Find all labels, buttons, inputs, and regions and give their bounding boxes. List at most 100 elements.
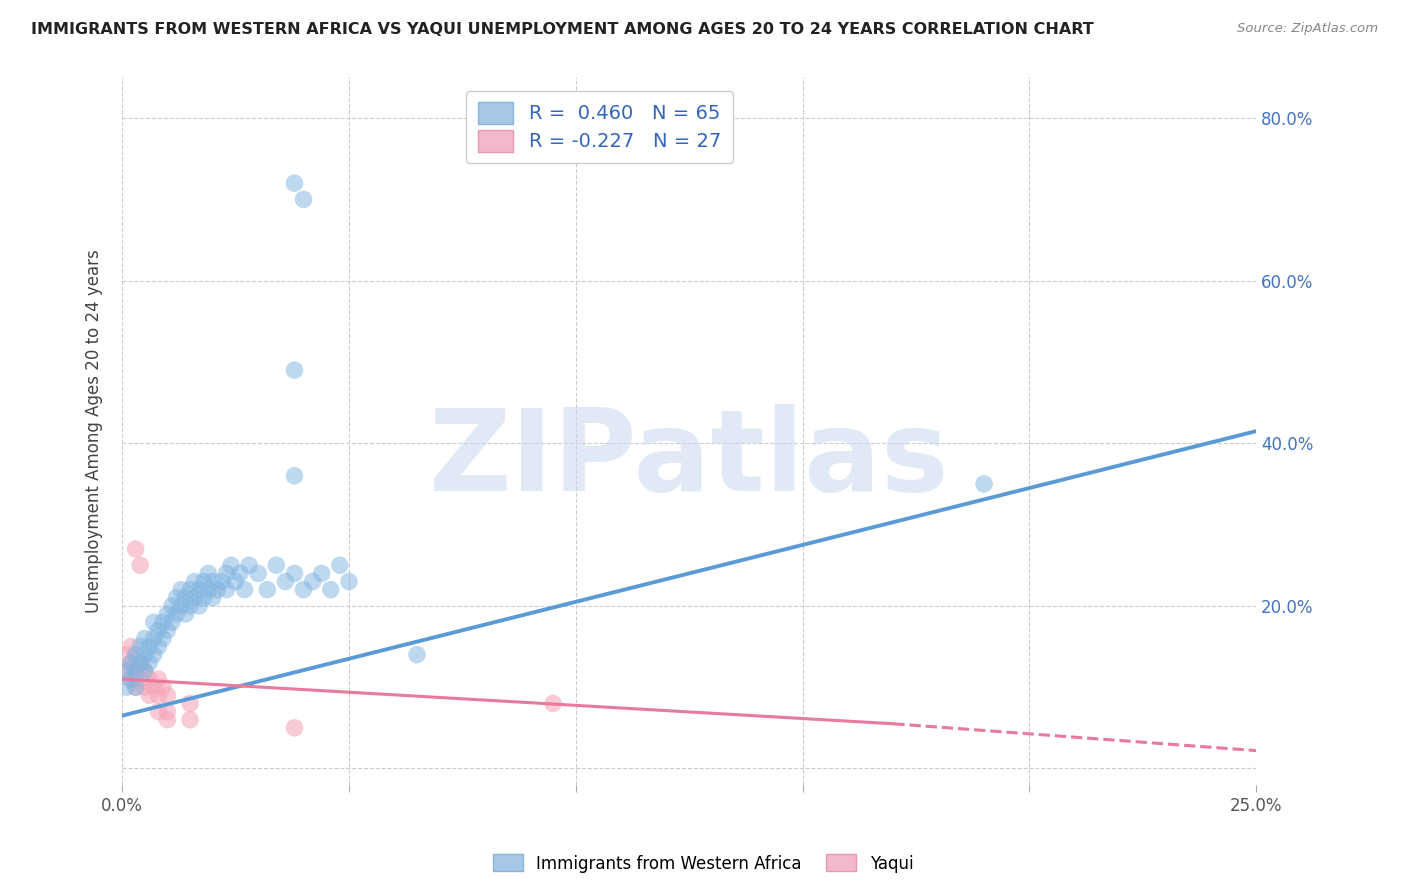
- Point: [160, 599, 183, 613]
- Point: [201, 574, 224, 589]
- Point: [274, 574, 297, 589]
- Text: ZIPatlas: ZIPatlas: [429, 404, 949, 515]
- Point: [266, 558, 288, 573]
- Point: [129, 656, 152, 670]
- Point: [120, 672, 142, 686]
- Point: [541, 697, 564, 711]
- Point: [129, 656, 152, 670]
- Point: [138, 672, 160, 686]
- Point: [229, 566, 252, 581]
- Point: [219, 558, 242, 573]
- Point: [329, 558, 352, 573]
- Point: [134, 664, 156, 678]
- Point: [156, 624, 179, 638]
- Point: [292, 193, 315, 207]
- Point: [292, 582, 315, 597]
- Point: [142, 632, 165, 646]
- Legend: Immigrants from Western Africa, Yaqui: Immigrants from Western Africa, Yaqui: [486, 847, 920, 880]
- Point: [129, 672, 152, 686]
- Point: [188, 599, 211, 613]
- Point: [174, 607, 197, 621]
- Point: [142, 680, 165, 694]
- Point: [179, 697, 201, 711]
- Point: [134, 648, 156, 662]
- Point: [166, 607, 188, 621]
- Point: [211, 574, 233, 589]
- Point: [174, 591, 197, 605]
- Point: [160, 615, 183, 629]
- Point: [283, 176, 305, 190]
- Legend: R =  0.460   N = 65, R = -0.227   N = 27: R = 0.460 N = 65, R = -0.227 N = 27: [467, 91, 733, 163]
- Point: [215, 566, 238, 581]
- Point: [301, 574, 323, 589]
- Point: [138, 656, 160, 670]
- Point: [124, 664, 146, 678]
- Point: [120, 656, 142, 670]
- Point: [142, 648, 165, 662]
- Point: [124, 680, 146, 694]
- Point: [283, 363, 305, 377]
- Point: [283, 721, 305, 735]
- Point: [193, 591, 215, 605]
- Point: [115, 648, 138, 662]
- Point: [134, 632, 156, 646]
- Point: [129, 558, 152, 573]
- Point: [201, 591, 224, 605]
- Point: [156, 689, 179, 703]
- Point: [337, 574, 360, 589]
- Point: [207, 582, 229, 597]
- Point: [148, 624, 170, 638]
- Point: [166, 591, 188, 605]
- Point: [170, 582, 193, 597]
- Point: [238, 558, 260, 573]
- Point: [129, 640, 152, 654]
- Point: [224, 574, 246, 589]
- Point: [156, 607, 179, 621]
- Point: [115, 680, 138, 694]
- Point: [973, 477, 995, 491]
- Point: [406, 648, 429, 662]
- Point: [179, 582, 201, 597]
- Point: [311, 566, 333, 581]
- Point: [179, 599, 201, 613]
- Point: [170, 599, 193, 613]
- Point: [124, 664, 146, 678]
- Point: [120, 640, 142, 654]
- Point: [247, 566, 270, 581]
- Point: [120, 656, 142, 670]
- Point: [120, 672, 142, 686]
- Point: [134, 664, 156, 678]
- Text: Source: ZipAtlas.com: Source: ZipAtlas.com: [1237, 22, 1378, 36]
- Point: [142, 615, 165, 629]
- Point: [115, 664, 138, 678]
- Point: [183, 591, 205, 605]
- Y-axis label: Unemployment Among Ages 20 to 24 years: Unemployment Among Ages 20 to 24 years: [86, 249, 103, 613]
- Text: IMMIGRANTS FROM WESTERN AFRICA VS YAQUI UNEMPLOYMENT AMONG AGES 20 TO 24 YEARS C: IMMIGRANTS FROM WESTERN AFRICA VS YAQUI …: [31, 22, 1094, 37]
- Point: [148, 640, 170, 654]
- Point: [156, 713, 179, 727]
- Point: [215, 582, 238, 597]
- Point: [319, 582, 342, 597]
- Point: [183, 574, 205, 589]
- Point: [138, 689, 160, 703]
- Point: [283, 566, 305, 581]
- Point: [115, 664, 138, 678]
- Point: [179, 713, 201, 727]
- Point: [197, 566, 219, 581]
- Point: [152, 680, 174, 694]
- Point: [188, 582, 211, 597]
- Point: [152, 632, 174, 646]
- Point: [148, 689, 170, 703]
- Point: [138, 640, 160, 654]
- Point: [152, 615, 174, 629]
- Point: [148, 705, 170, 719]
- Point: [124, 648, 146, 662]
- Point: [193, 574, 215, 589]
- Point: [148, 672, 170, 686]
- Point: [156, 705, 179, 719]
- Point: [134, 680, 156, 694]
- Point: [283, 468, 305, 483]
- Point: [197, 582, 219, 597]
- Point: [256, 582, 278, 597]
- Point: [124, 680, 146, 694]
